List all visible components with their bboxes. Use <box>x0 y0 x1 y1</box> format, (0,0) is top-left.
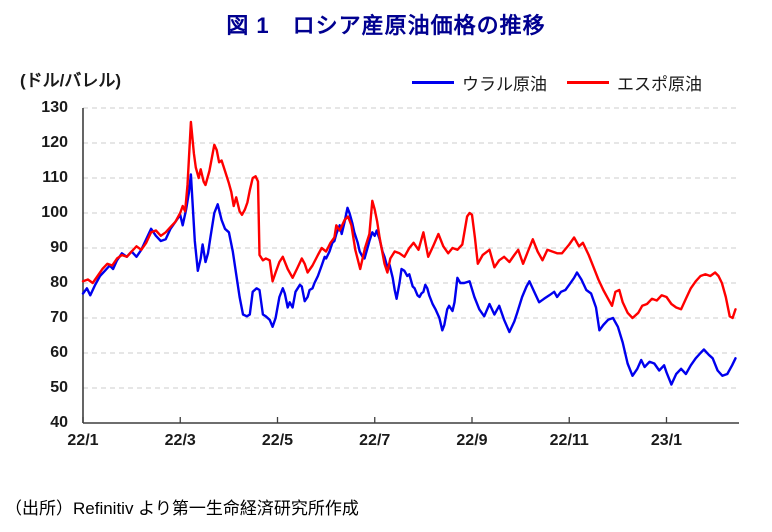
y-tick-label-80: 80 <box>50 274 68 291</box>
legend-item-urals: ウラル原油 <box>412 70 547 95</box>
x-tick-label-22-5: 22/5 <box>261 432 294 449</box>
y-tick-label-50: 50 <box>50 379 68 396</box>
source-note: （出所）Refinitiv より第一生命経済研究所作成 <box>5 499 359 518</box>
espo-line-swatch <box>567 81 609 84</box>
x-tick-label-22-1: 22/1 <box>67 432 99 449</box>
urals-line-swatch <box>412 81 454 84</box>
y-tick-label-120: 120 <box>41 134 68 151</box>
x-tick-label-23-1: 23/1 <box>650 432 683 449</box>
legend-label-urals: ウラル原油 <box>462 75 547 94</box>
legend-label-espo: エスポ原油 <box>617 75 702 94</box>
x-tick-label-22-11: 22/11 <box>549 432 589 449</box>
y-tick-label-110: 110 <box>42 169 68 186</box>
y-tick-label-90: 90 <box>50 239 68 256</box>
x-tick-label-22-7: 22/7 <box>359 432 391 449</box>
chart-title: 図 1 ロシア産原油価格の推移 <box>226 13 546 38</box>
x-tick-label-22-3: 22/3 <box>164 432 196 449</box>
espo-line <box>81 120 737 320</box>
y-tick-label-100: 100 <box>41 204 68 221</box>
y-tick-label-70: 70 <box>50 309 68 326</box>
y-tick-label-40: 40 <box>50 414 68 431</box>
legend: ウラル原油 エスポ原油 <box>412 70 702 95</box>
y-axis-unit-label: (ドル/バレル) <box>20 71 122 90</box>
legend-item-espo: エスポ原油 <box>567 70 702 95</box>
x-tick-label-22-9: 22/9 <box>456 432 488 449</box>
y-tick-label-130: 130 <box>41 99 68 116</box>
y-tick-label-60: 60 <box>50 344 68 361</box>
